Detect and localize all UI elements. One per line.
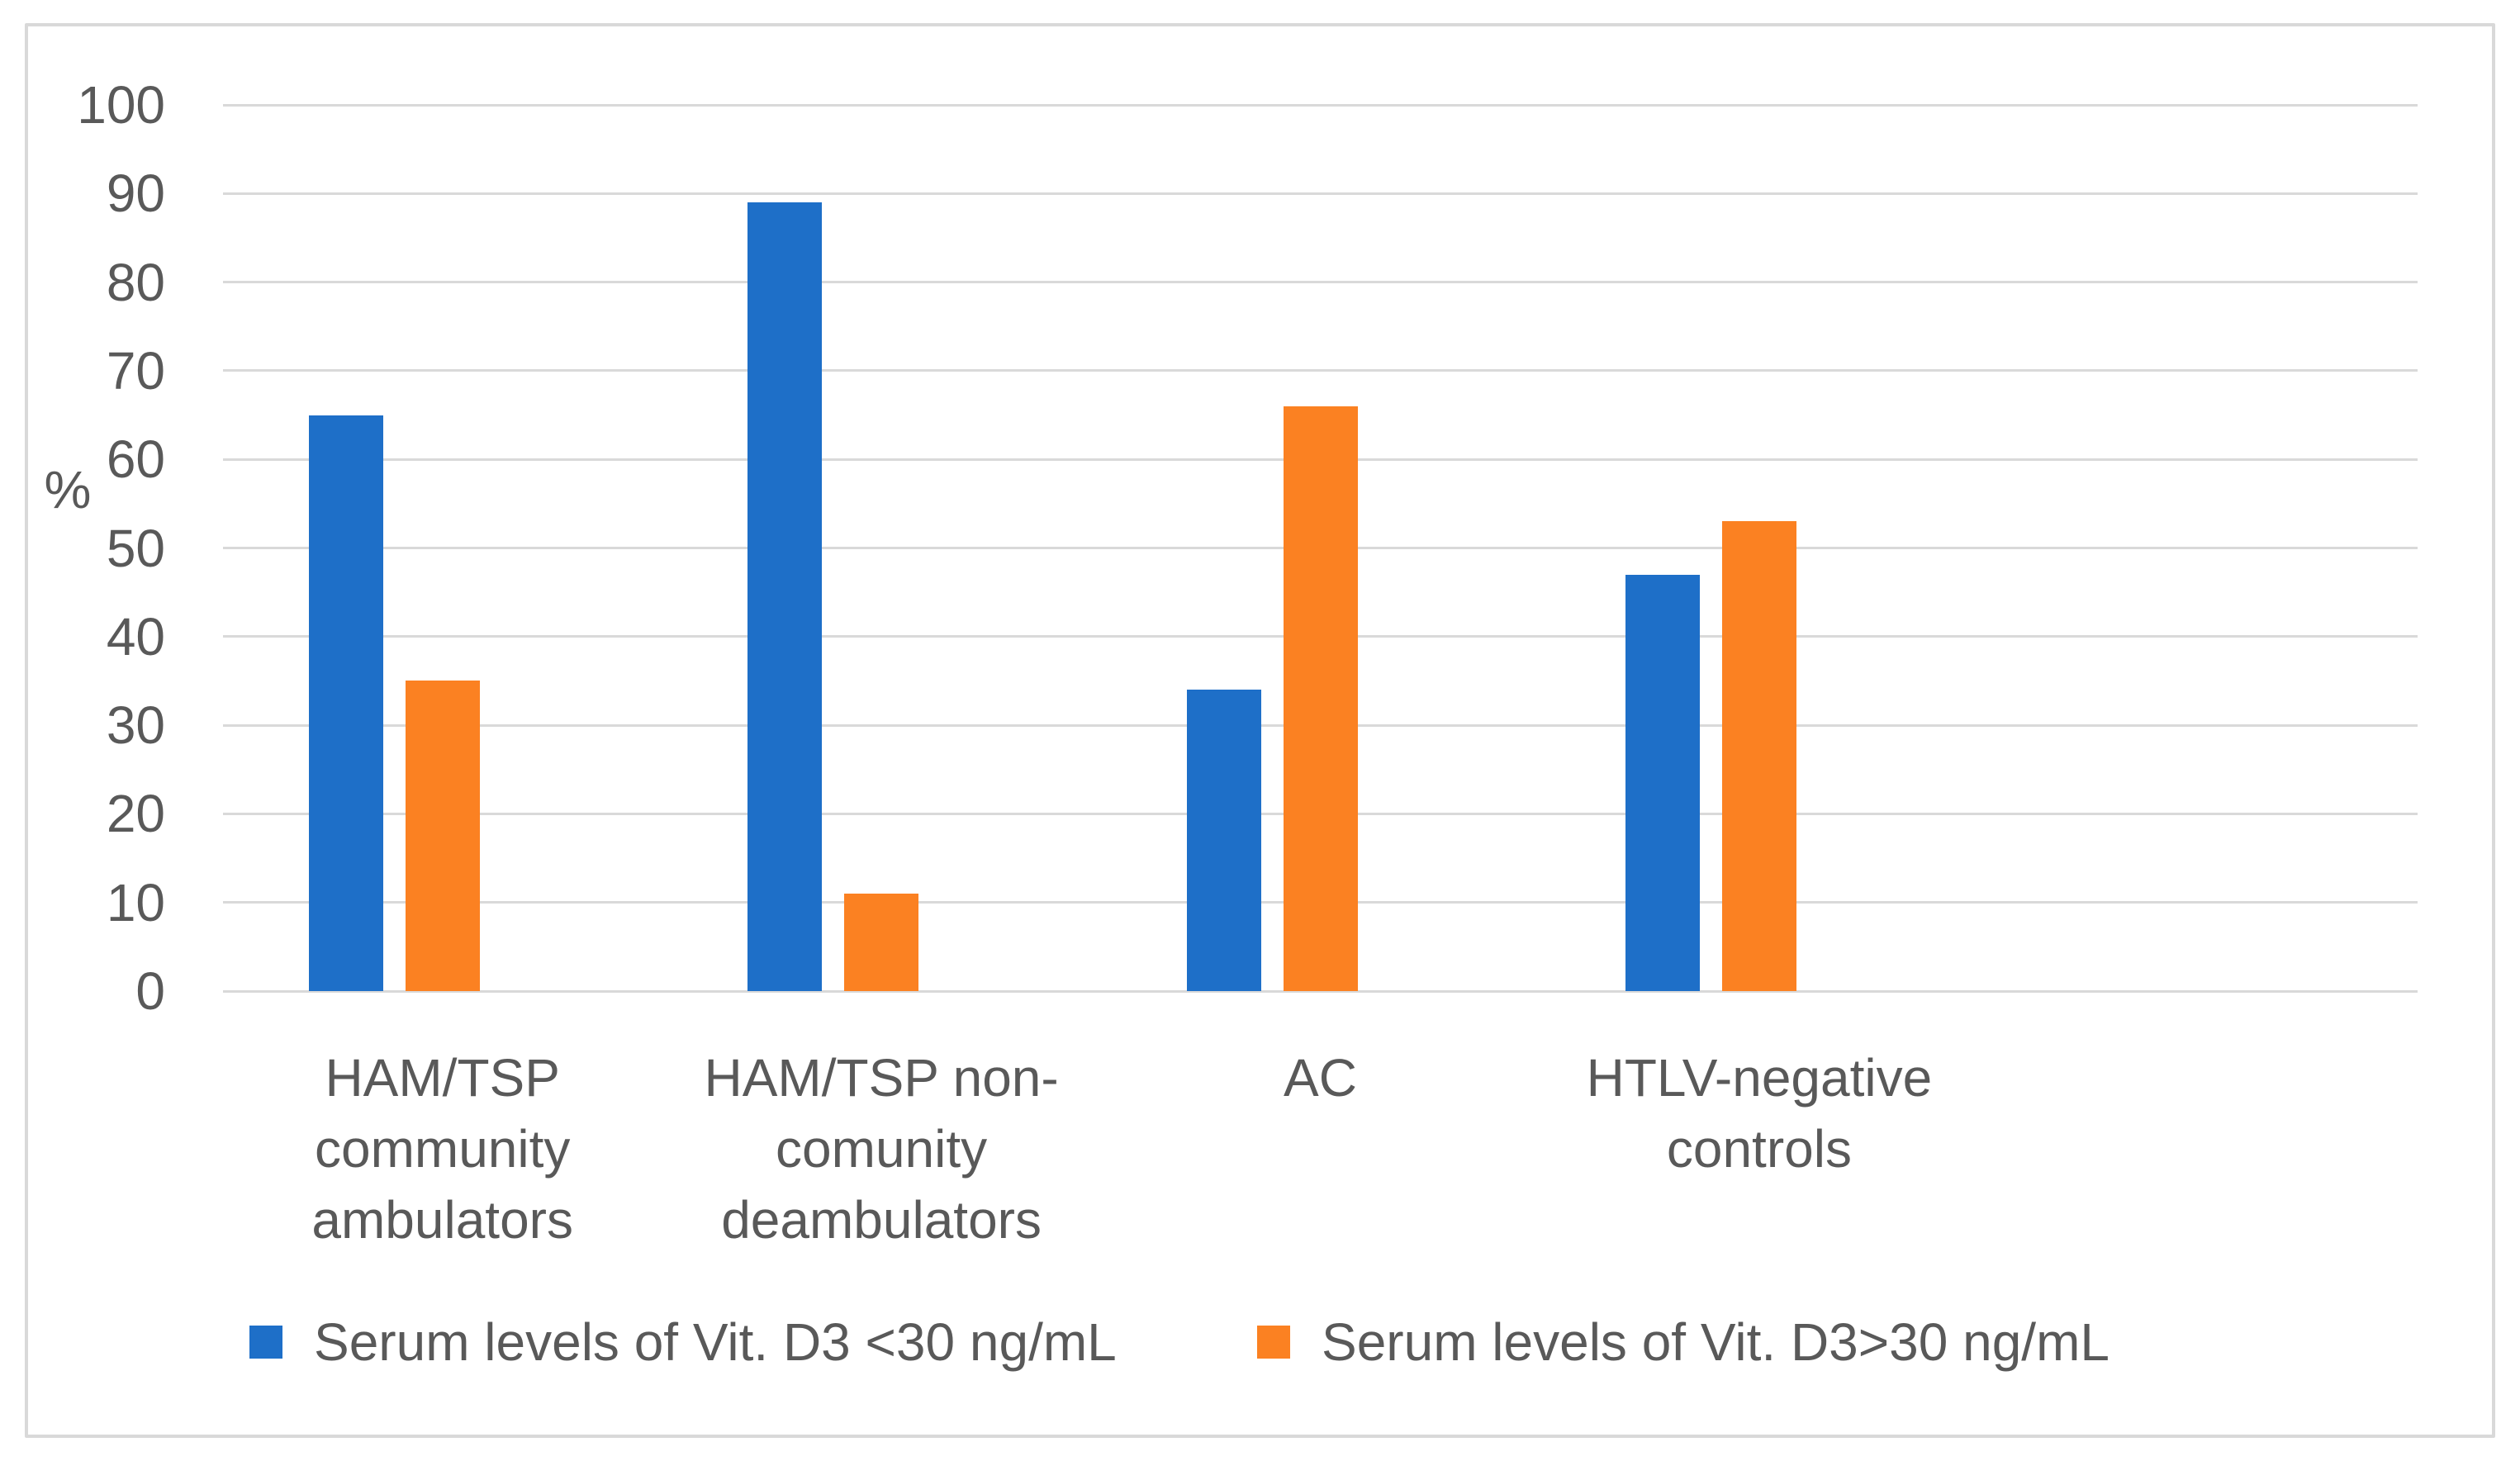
y-tick-80: 80 xyxy=(106,252,165,312)
y-tick-0: 0 xyxy=(135,961,165,1021)
bar-series2-cat4 xyxy=(1721,521,1796,991)
legend-swatch-icon xyxy=(1257,1326,1290,1359)
y-axis-title: % xyxy=(44,460,92,519)
category-label-line: controls xyxy=(1666,1119,1852,1179)
legend-item-2: Serum levels of Vit. D3>30 ng/mL xyxy=(1257,1316,2109,1369)
category-label-line: comunity xyxy=(776,1119,988,1179)
category-label-1: HAM/TSP community ambulators xyxy=(220,1042,666,1255)
category-label-line: AC xyxy=(1284,1048,1357,1108)
gridline-70 xyxy=(223,369,2418,372)
category-label-3: AC xyxy=(1098,1042,1544,1113)
category-label-2: HAM/TSP non-comunity deambulators xyxy=(658,1042,1104,1255)
bar-series2-cat3 xyxy=(1283,406,1358,991)
gridline-0 xyxy=(223,989,2418,993)
bar-series1-cat2 xyxy=(747,202,823,991)
gridline-80 xyxy=(223,281,2418,284)
bar-series2-cat1 xyxy=(405,681,480,991)
bar-series1-cat1 xyxy=(308,415,383,991)
category-label-4: HTLV-negative controls xyxy=(1536,1042,1982,1184)
y-tick-20: 20 xyxy=(106,784,165,844)
category-label-line: community xyxy=(314,1119,571,1179)
category-label-line: HAM/TSP xyxy=(325,1048,560,1108)
y-tick-40: 40 xyxy=(106,606,165,666)
bar-series1-cat3 xyxy=(1186,690,1261,991)
legend-label: Serum levels of Vit. D3 <30 ng/mL xyxy=(314,1312,1117,1372)
category-label-line: ambulators xyxy=(311,1190,573,1250)
y-tick-70: 70 xyxy=(106,340,165,401)
y-tick-30: 30 xyxy=(106,695,165,756)
legend-label: Serum levels of Vit. D3>30 ng/mL xyxy=(1322,1312,2109,1372)
gridline-100 xyxy=(223,103,2418,107)
bar-series2-cat2 xyxy=(844,893,919,991)
legend-item-1: Serum levels of Vit. D3 <30 ng/mL xyxy=(249,1316,1117,1369)
legend-swatch-icon xyxy=(249,1326,282,1359)
category-label-line: HAM/TSP non- xyxy=(704,1048,1059,1108)
y-tick-60: 60 xyxy=(106,429,165,490)
bar-series1-cat4 xyxy=(1625,574,1700,991)
y-tick-100: 100 xyxy=(77,75,165,135)
gridline-90 xyxy=(223,192,2418,195)
category-label-line: HTLV-negative xyxy=(1586,1048,1933,1108)
category-label-line: deambulators xyxy=(721,1190,1042,1250)
y-tick-10: 10 xyxy=(106,872,165,932)
y-tick-90: 90 xyxy=(106,164,165,224)
y-tick-50: 50 xyxy=(106,518,165,578)
